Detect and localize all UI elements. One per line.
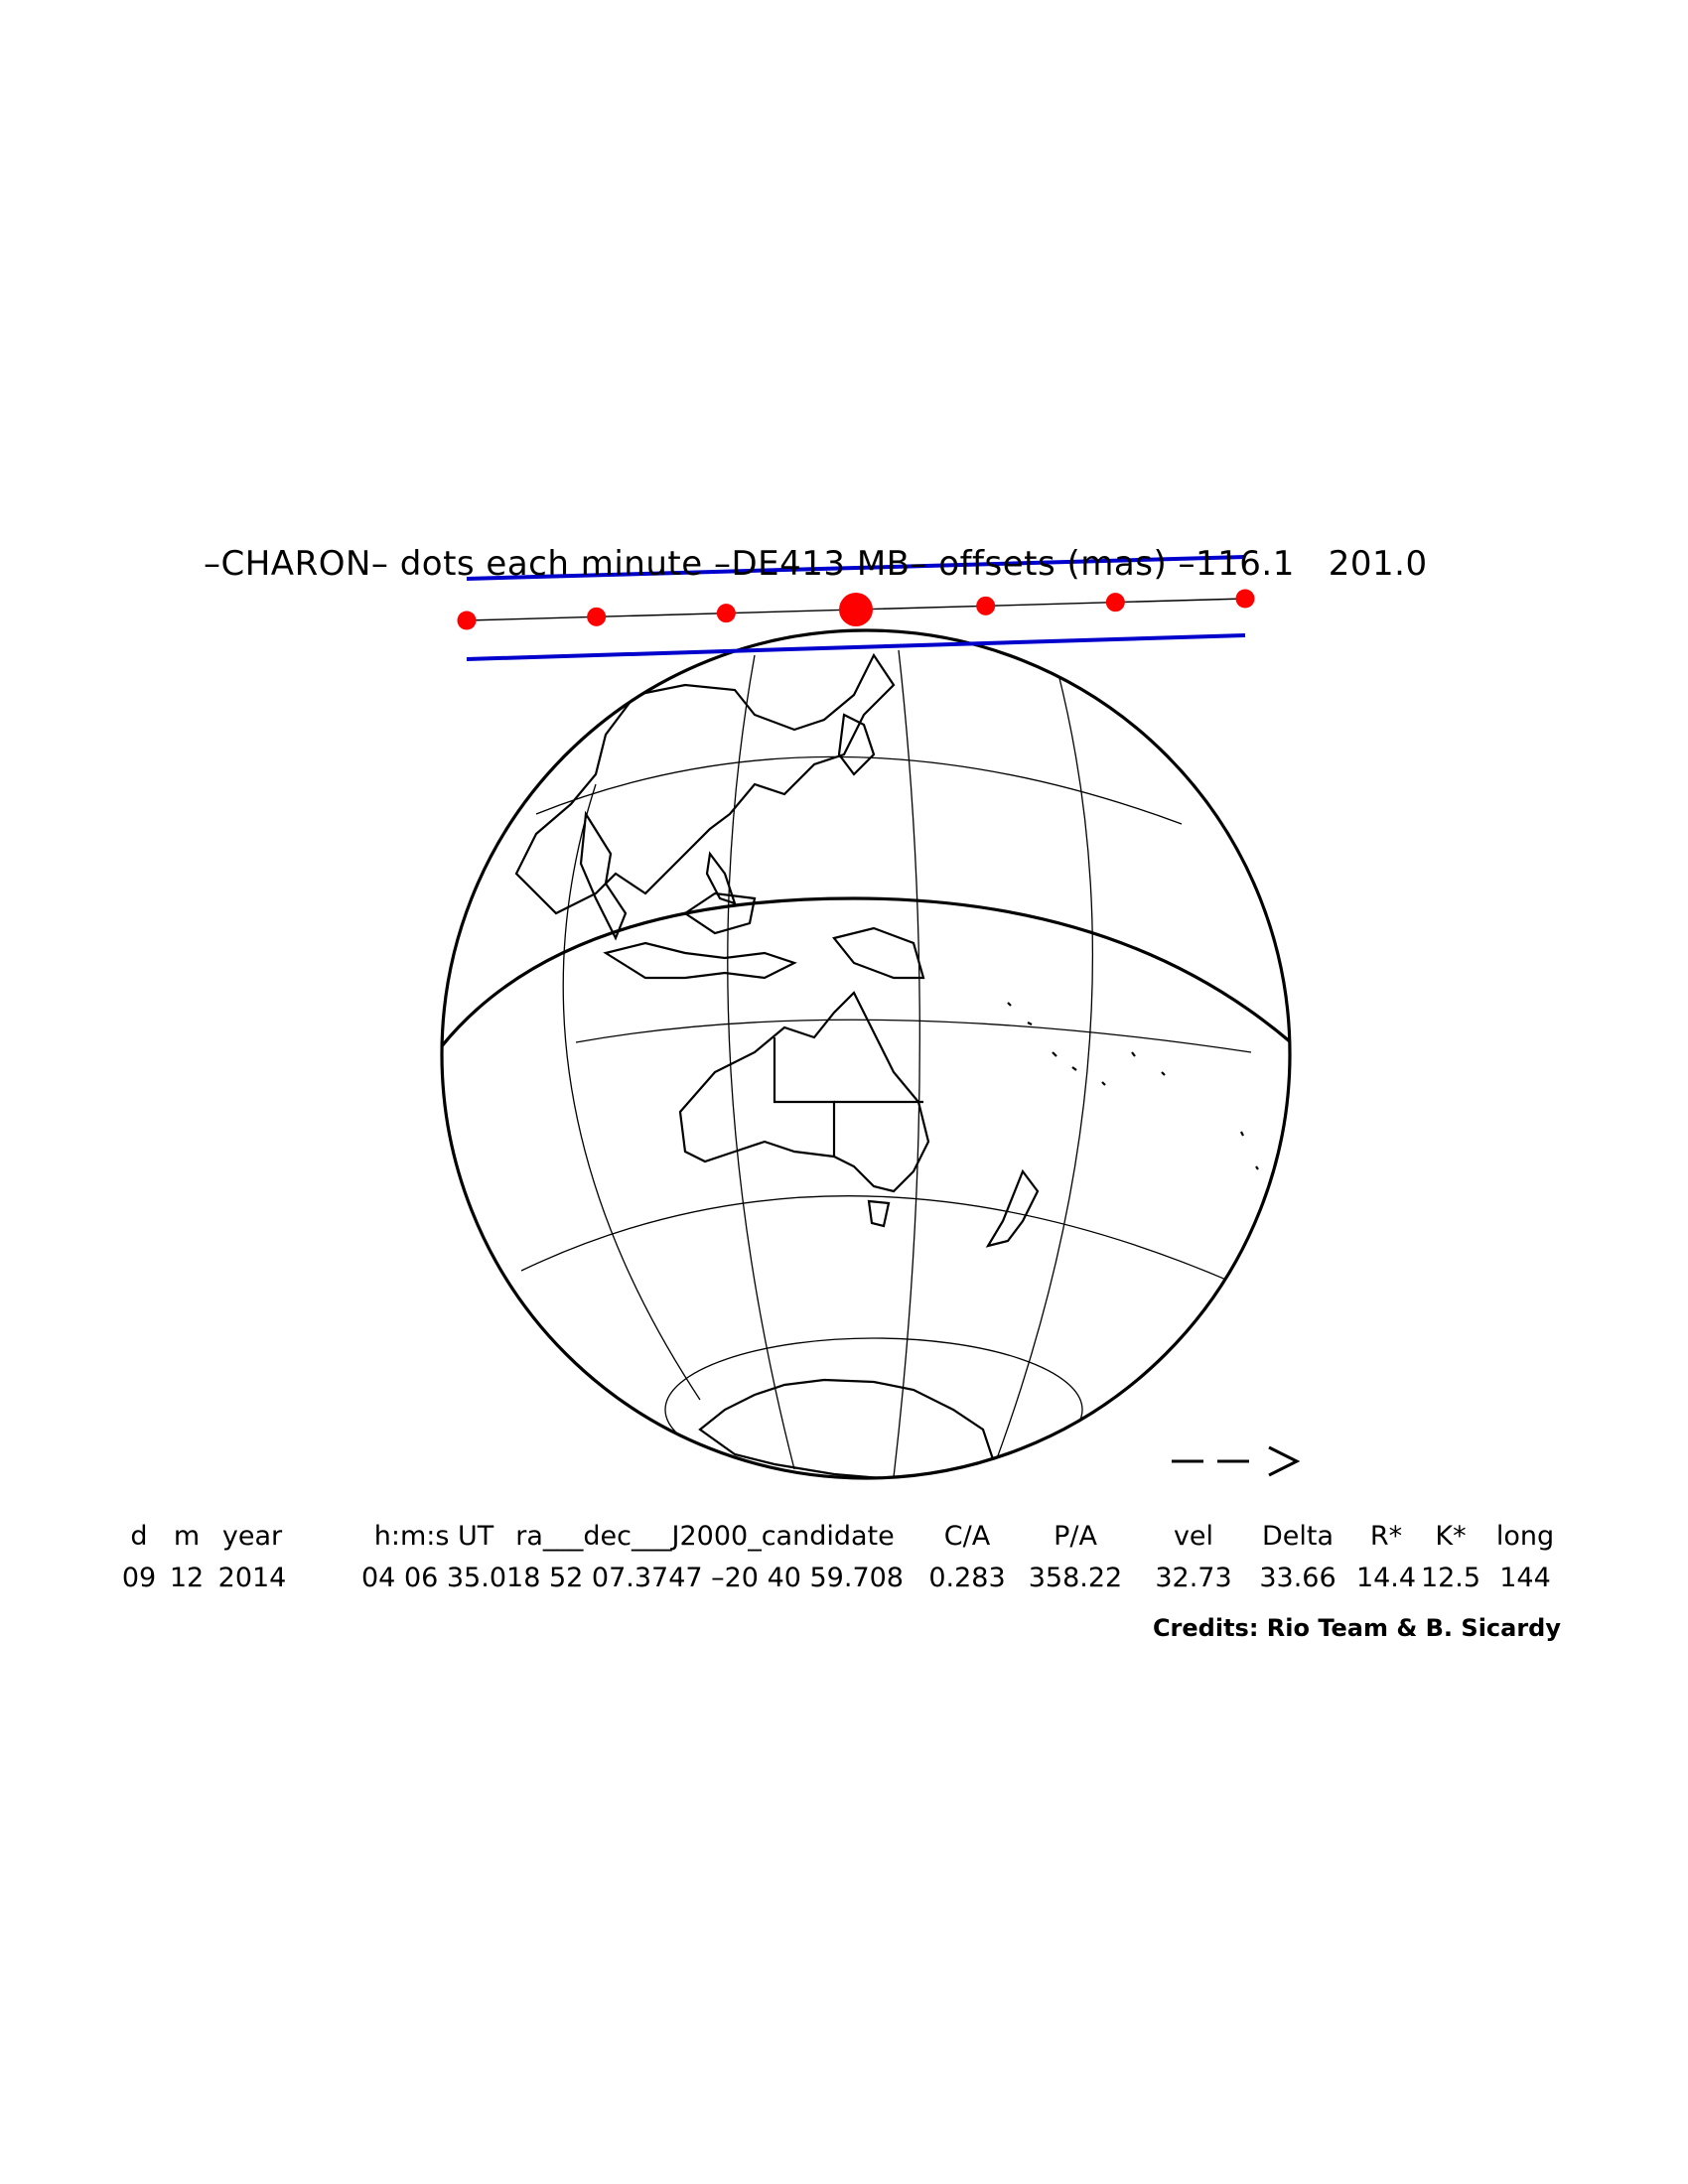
table-header-cell: vel	[1173, 1521, 1214, 1552]
table-value-cell: 144	[1499, 1563, 1551, 1593]
table-header-cell: Delta	[1261, 1521, 1335, 1552]
table-header-cell: h:m:s UT	[373, 1521, 494, 1552]
table-value-cell: 04 06 35.0	[361, 1563, 506, 1593]
closest-approach-dot	[839, 593, 873, 626]
graticule	[520, 649, 1252, 1478]
table-header-cell: C/A	[943, 1521, 991, 1552]
table-value-cell: 33.66	[1259, 1563, 1336, 1593]
parallel-line	[664, 1337, 1083, 1478]
table-header-cell: long	[1495, 1521, 1555, 1552]
direction-arrow-icon	[1172, 1445, 1301, 1477]
globe-outline	[440, 628, 1292, 1480]
table-header-cell: ra___dec___J2000_candidate	[515, 1521, 895, 1552]
new-zealand-coast	[985, 1168, 1040, 1248]
equator-line	[442, 896, 1290, 1053]
borneo-coast	[683, 891, 757, 935]
table-value-cell: 0.283	[928, 1563, 1006, 1593]
minute-dot	[1105, 593, 1125, 613]
shadow-north-limit-line	[466, 555, 1246, 581]
table-value-cell: 14.4	[1355, 1563, 1417, 1593]
meridian-line	[893, 649, 920, 1478]
table-value-cell: 358.22	[1028, 1563, 1123, 1593]
meridian-line	[992, 669, 1094, 1470]
table-header-cell: year	[221, 1521, 283, 1552]
philippines-coast	[705, 851, 737, 905]
table-value-cell: 12.5	[1420, 1563, 1481, 1593]
meridian-line	[562, 783, 701, 1401]
indochina-coast	[579, 810, 628, 941]
credits-text: Credits: Rio Team & B. Sicardy	[1152, 1614, 1561, 1642]
antarctica-coast	[698, 1378, 995, 1478]
table-value-cell: 2014	[217, 1563, 287, 1593]
map-title: –CHARON– dots each minute –DE413 MB– off…	[204, 544, 1428, 584]
tasmania-coast	[867, 1199, 891, 1228]
parallel-line	[535, 755, 1183, 825]
indonesia-coast	[603, 941, 797, 980]
parallel-line	[575, 1019, 1252, 1053]
table-values-row: 09 12 2014 04 06 35.0 18 52 07.3747 –20 40 5…	[0, 1563, 1688, 1594]
table-value-cell: 32.73	[1155, 1563, 1232, 1593]
asia-coast	[514, 652, 896, 915]
table-header-cell: P/A	[1054, 1521, 1097, 1552]
coastlines	[514, 652, 1259, 1478]
shadow-south-limit-line	[466, 633, 1246, 661]
minute-dot	[976, 596, 996, 615]
minute-dot	[457, 611, 477, 630]
australia-coast	[678, 991, 930, 1193]
table-header-cell: m	[173, 1521, 201, 1552]
table-header-cell: K*	[1435, 1521, 1467, 1552]
new-guinea-coast	[832, 926, 925, 980]
track-dots	[457, 589, 1255, 630]
table-header-cell: R*	[1369, 1521, 1403, 1552]
pacific-islands	[1007, 1002, 1259, 1170]
japan-coast	[837, 713, 876, 776]
minute-dot	[716, 604, 736, 623]
table-value-cell: 09	[121, 1563, 157, 1593]
minute-dot	[1235, 589, 1255, 609]
meridian-line	[727, 654, 795, 1470]
table-value-cell: 18 52 07.3747 –20 40 59.708	[506, 1563, 904, 1593]
night-shadow	[1072, 645, 1290, 1449]
table-value-cell: 12	[169, 1563, 205, 1593]
minute-dot	[587, 607, 607, 626]
table-header-row: d m year h:m:s UT ra___dec___J2000_candidate…	[0, 1521, 1688, 1553]
parallel-line	[520, 1195, 1252, 1292]
table-header-cell: d	[130, 1521, 148, 1552]
australia-borders	[773, 1037, 836, 1157]
